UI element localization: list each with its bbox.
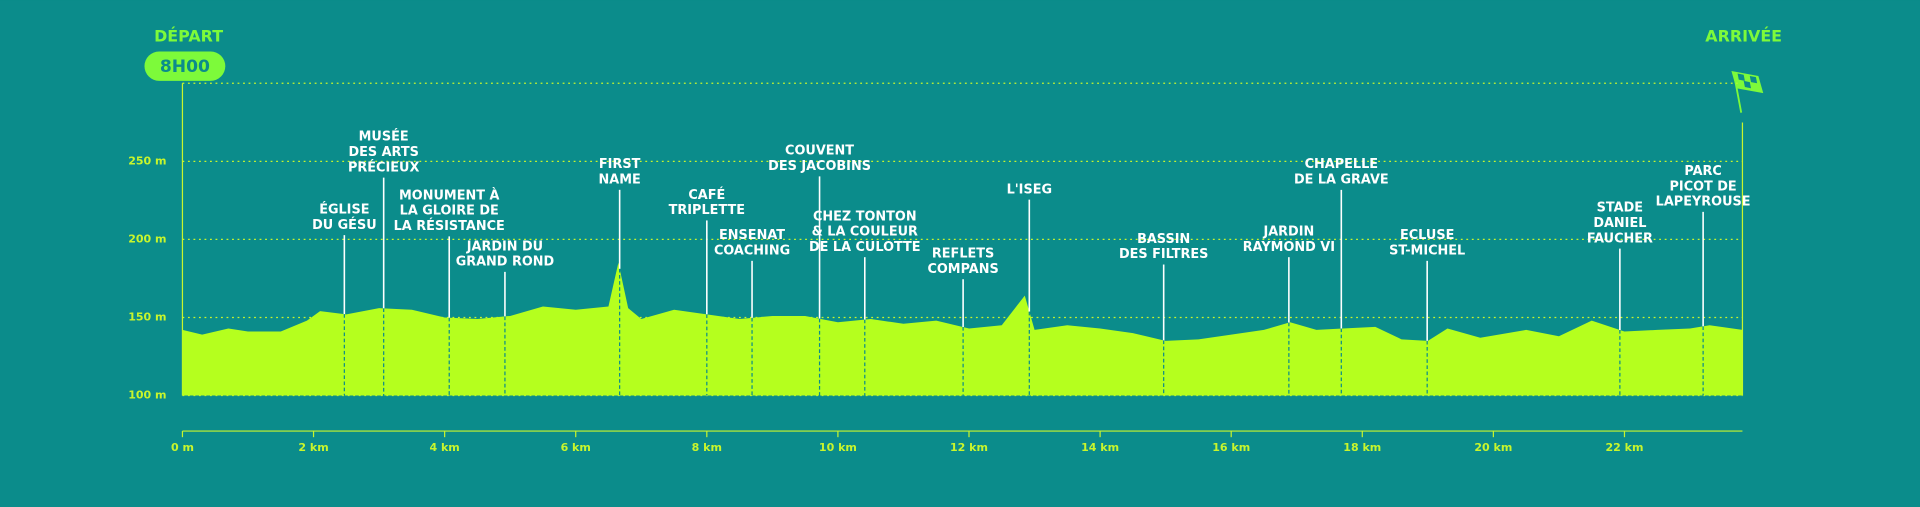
landmark-label: ENSENAT bbox=[719, 228, 785, 243]
landmark-label: GRAND ROND bbox=[456, 255, 554, 270]
x-tick-label: 16 km bbox=[1212, 441, 1250, 454]
landmark-label: LA RÉSISTANCE bbox=[394, 218, 505, 234]
end-label: ARRIVÉE bbox=[1705, 26, 1782, 45]
landmark-label: LAPEYROUSE bbox=[1656, 195, 1751, 210]
landmark-label: CHAPELLE bbox=[1305, 157, 1378, 172]
x-tick-label: 14 km bbox=[1081, 441, 1119, 454]
y-tick-label: 150 m bbox=[128, 310, 166, 323]
landmark-label: DE LA GRAVE bbox=[1294, 173, 1389, 188]
finish-flag bbox=[1731, 71, 1764, 113]
landmark-label: COACHING bbox=[714, 244, 790, 259]
elevation-area bbox=[182, 262, 1743, 396]
landmark-label: L'ISEG bbox=[1007, 182, 1052, 197]
landmark-label: TRIPLETTE bbox=[669, 203, 745, 218]
x-tick-label: 4 km bbox=[429, 441, 459, 454]
landmark-label: DES JACOBINS bbox=[768, 159, 871, 174]
landmark-label: DES ARTS bbox=[348, 145, 418, 160]
landmark-label: JARDIN bbox=[1262, 225, 1314, 240]
landmark-label: COMPANS bbox=[927, 262, 998, 277]
x-tick-label: 2 km bbox=[298, 441, 328, 454]
start-time: 8H00 bbox=[160, 57, 210, 77]
landmark-label: CAFÉ bbox=[688, 187, 725, 203]
x-tick-label: 12 km bbox=[950, 441, 988, 454]
landmark-label: MONUMENT À bbox=[399, 187, 499, 203]
x-tick-label: 18 km bbox=[1343, 441, 1381, 454]
y-tick-label: 200 m bbox=[128, 232, 166, 245]
x-tick-label: 0 m bbox=[171, 441, 194, 454]
x-tick-label: 10 km bbox=[819, 441, 857, 454]
landmark-label: COUVENT bbox=[785, 144, 854, 159]
y-tick-label: 100 m bbox=[128, 389, 166, 402]
landmark-label: DE LA CULOTTE bbox=[809, 240, 921, 255]
x-tick-label: 20 km bbox=[1474, 441, 1512, 454]
x-tick-label: 6 km bbox=[561, 441, 591, 454]
x-tick-label: 22 km bbox=[1605, 441, 1643, 454]
landmark-label: MUSÉE bbox=[359, 129, 409, 145]
landmark-label: CHEZ TONTON bbox=[813, 209, 917, 224]
landmark-label: LA GLOIRE DE bbox=[400, 204, 499, 219]
start-time-pill bbox=[144, 51, 226, 81]
landmark-label: ÉGLISE bbox=[319, 202, 369, 218]
landmark-label: DES FILTRES bbox=[1119, 247, 1208, 262]
landmark-label: FAUCHER bbox=[1587, 231, 1653, 246]
landmark-label: DU GÉSU bbox=[312, 217, 377, 233]
landmark-label: ST-MICHEL bbox=[1389, 244, 1465, 259]
landmark-label: PICOT DE bbox=[1670, 179, 1737, 194]
landmark-label: PRÉCIEUX bbox=[348, 159, 419, 175]
landmark-label: DANIEL bbox=[1593, 216, 1646, 231]
start-label: DÉPART bbox=[154, 26, 223, 45]
landmark-label: FIRST bbox=[599, 157, 641, 172]
landmark-label: & LA COULEUR bbox=[812, 225, 918, 240]
landmark-label: PARC bbox=[1684, 164, 1722, 179]
landmark-label: RAYMOND VI bbox=[1243, 240, 1335, 255]
landmark-label: JARDIN DU bbox=[466, 239, 543, 254]
x-tick-label: 8 km bbox=[692, 441, 722, 454]
landmark-label: BASSIN bbox=[1137, 232, 1190, 247]
landmark-label: ECLUSE bbox=[1400, 228, 1454, 243]
landmark-label: STADE bbox=[1597, 201, 1643, 216]
landmark-label: REFLETS bbox=[932, 247, 994, 262]
y-tick-label: 250 m bbox=[128, 154, 166, 167]
landmark-label: NAME bbox=[599, 173, 641, 188]
